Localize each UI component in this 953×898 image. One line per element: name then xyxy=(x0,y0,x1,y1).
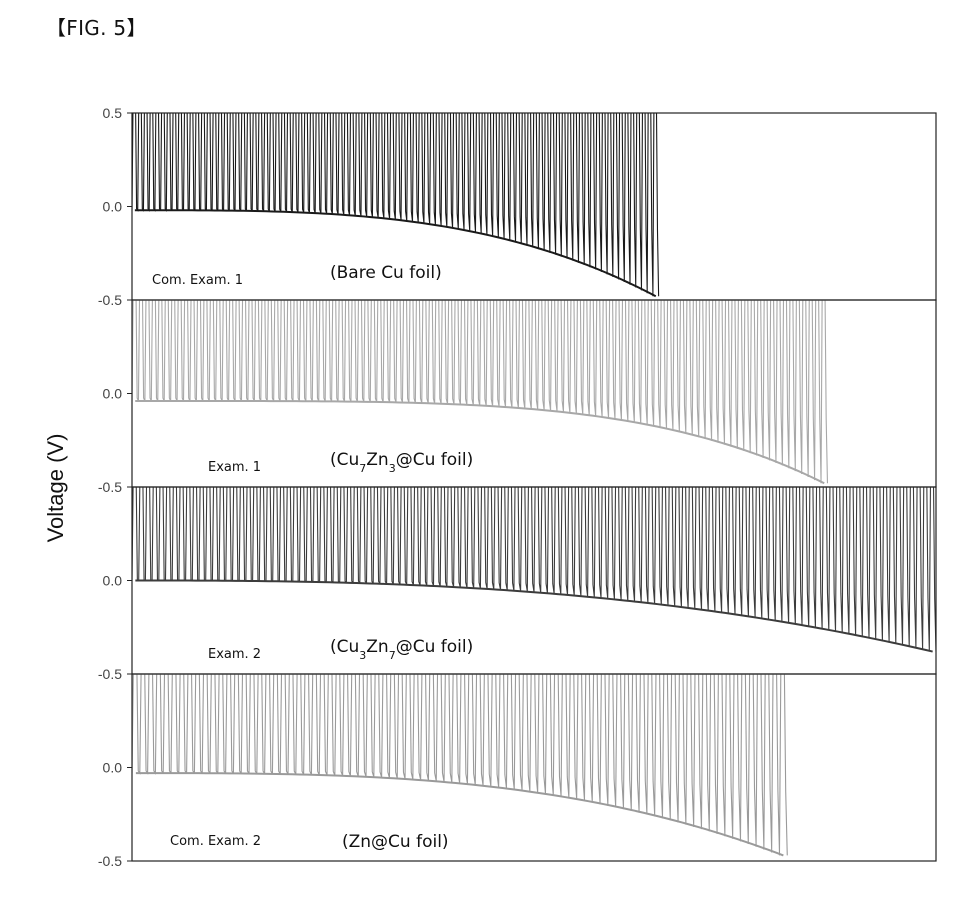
panel-1-sample-tag: Com. Exam. 1 xyxy=(152,273,243,288)
panel-3: 0.0 -0.5 Exam. 2 (Cu3Zn7@Cu foil) xyxy=(98,486,937,682)
panel-3-traces xyxy=(132,487,936,653)
panel-4-ytick-label: 0.0 xyxy=(103,760,123,776)
panel-1-voltage-trace xyxy=(132,113,660,297)
panel-4-description: (Zn@Cu foil) xyxy=(342,832,449,852)
panel-1-traces xyxy=(132,113,660,298)
panel-3-ytick-label: -0.5 xyxy=(98,666,122,682)
panel-3-sample-tag: Exam. 2 xyxy=(208,647,261,662)
panel-1-lower-envelope xyxy=(134,209,657,298)
panel-3-description: (Cu3Zn7@Cu foil) xyxy=(330,637,473,662)
panel-4-frame xyxy=(131,673,937,862)
panel-2-description: (Cu7Zn3@Cu foil) xyxy=(330,450,473,475)
panel-2-ytick-label: 0.0 xyxy=(103,386,123,402)
panel-2-traces xyxy=(132,300,829,485)
panel-2: 0.0 -0.5 Exam. 1 (Cu7Zn3@Cu foil) xyxy=(98,299,937,495)
panel-4-lower-envelope xyxy=(135,772,784,857)
panel-3-lower-envelope xyxy=(135,579,933,653)
panel-4-traces xyxy=(132,674,788,857)
panel-4-ytick-label: -0.5 xyxy=(98,853,122,869)
panel-4-voltage-trace xyxy=(132,674,788,856)
panel-2-voltage-trace xyxy=(132,300,829,484)
panel-2-ytick-label: -0.5 xyxy=(98,479,122,495)
panel-1-ytick-label: 0.5 xyxy=(103,105,123,121)
panel-1-ytick-label: -0.5 xyxy=(98,292,122,308)
panel-3-ytick-label: 0.0 xyxy=(103,573,123,589)
panel-2-lower-envelope xyxy=(135,399,825,485)
panel-4: 0.0 -0.5 Com. Exam. 2 (Zn@Cu foil) xyxy=(98,673,937,869)
panel-4-sample-tag: Com. Exam. 2 xyxy=(170,834,261,849)
panel-2-sample-tag: Exam. 1 xyxy=(208,460,261,475)
panel-1-ytick-label: 0.0 xyxy=(103,199,123,215)
panel-3-voltage-trace xyxy=(132,487,936,652)
panel-1: 0.5 0.0 -0.5 Com. Exam. 1 (Bare Cu foil) xyxy=(98,105,937,308)
panel-1-description: (Bare Cu foil) xyxy=(330,263,442,283)
figure-label: 【FIG. 5】 xyxy=(46,16,147,40)
